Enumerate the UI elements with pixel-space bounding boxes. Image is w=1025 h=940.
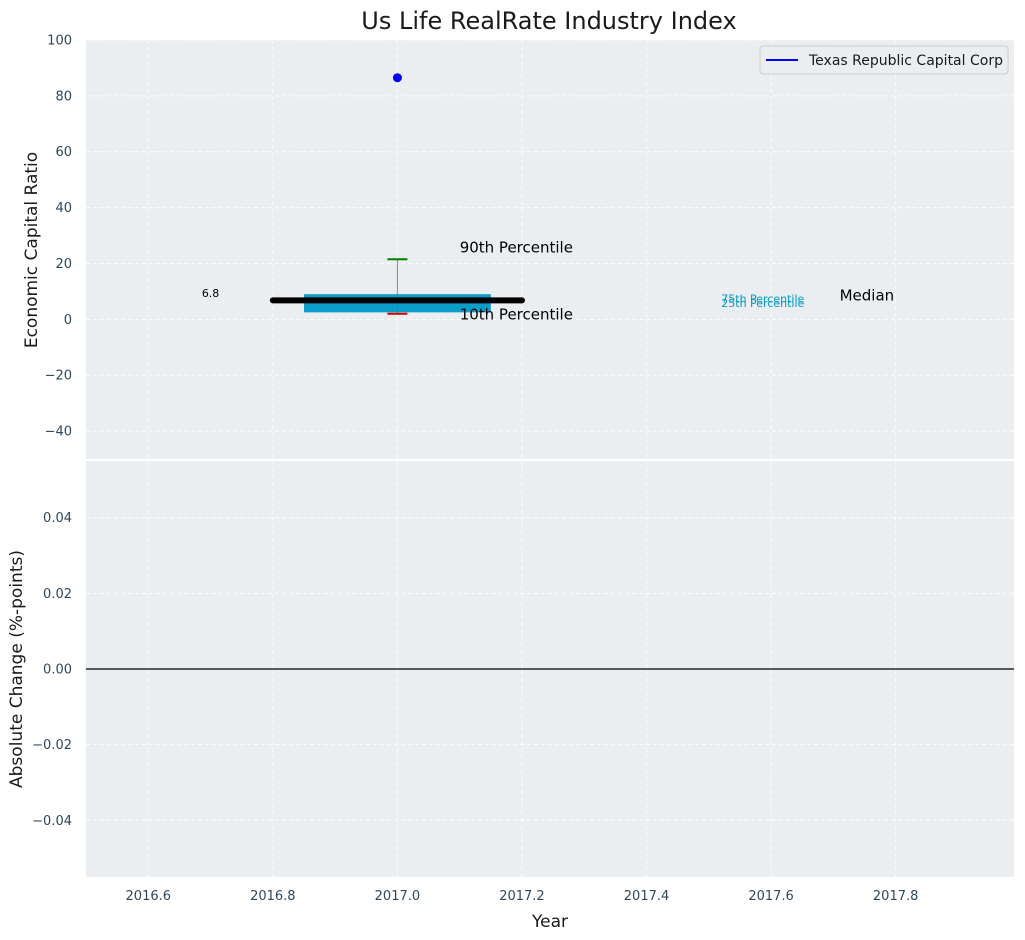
legend-box [759, 45, 1009, 75]
x-tick-label: 2017.0 [375, 889, 421, 904]
x-tick-label: 2016.6 [126, 889, 172, 904]
top-y-tick-label: −20 [45, 369, 72, 384]
legend: Texas Republic Capital Corp [759, 45, 1009, 75]
top-y-tick-label: 80 [55, 89, 72, 104]
x-axis-label: Year [531, 912, 568, 932]
bottom-y-tick-label: 0.02 [43, 587, 72, 602]
top-plot-area [86, 40, 1014, 459]
bottom-y-tick-label: −0.04 [32, 814, 72, 829]
top-y-tick-label: 20 [55, 257, 72, 272]
median-value-label: 6.8 [202, 287, 220, 300]
top-y-axis-label: Economic Capital Ratio [22, 152, 42, 348]
median-annotation: Median [840, 286, 895, 304]
p10-annotation: 10th Percentile [460, 305, 573, 323]
bottom-y-tick-label: −0.02 [32, 738, 72, 753]
top-y-tick-label: 0 [64, 313, 72, 328]
bottom-y-tick-label: 0.04 [43, 511, 72, 526]
p25-annotation: 25th Percentile [721, 297, 804, 310]
p90-annotation: 90th Percentile [460, 238, 573, 256]
x-tick-label: 2017.6 [748, 889, 794, 904]
bottom-y-tick-label: 0.00 [43, 663, 72, 678]
x-tick-label: 2016.8 [250, 889, 296, 904]
top-y-tick-label: 40 [55, 201, 72, 216]
bottom-panel: 2016.6 2016.8 2017.0 2017.2 2017.4 2017.6 2017… [7, 461, 1014, 932]
top-y-tick-label: −40 [45, 425, 72, 440]
chart-title: Us Life RealRate Industry Index [361, 7, 736, 35]
x-tick-label: 2017.2 [499, 889, 545, 904]
top-y-tick-label: 100 [47, 34, 72, 49]
p75-annotation: 75th Percentile [721, 293, 804, 306]
legend-entry-label: Texas Republic Capital Corp [808, 53, 1003, 69]
top-panel: 100 80 60 40 20 0 −20 −40 6.8 90th Percentile 10t… [22, 34, 1014, 459]
company-data-point [392, 73, 402, 83]
bottom-y-axis-label: Absolute Change (%-points) [7, 550, 27, 788]
top-y-tick-label: 60 [55, 145, 72, 160]
x-tick-label: 2017.4 [624, 889, 670, 904]
x-tick-label: 2017.8 [873, 889, 919, 904]
